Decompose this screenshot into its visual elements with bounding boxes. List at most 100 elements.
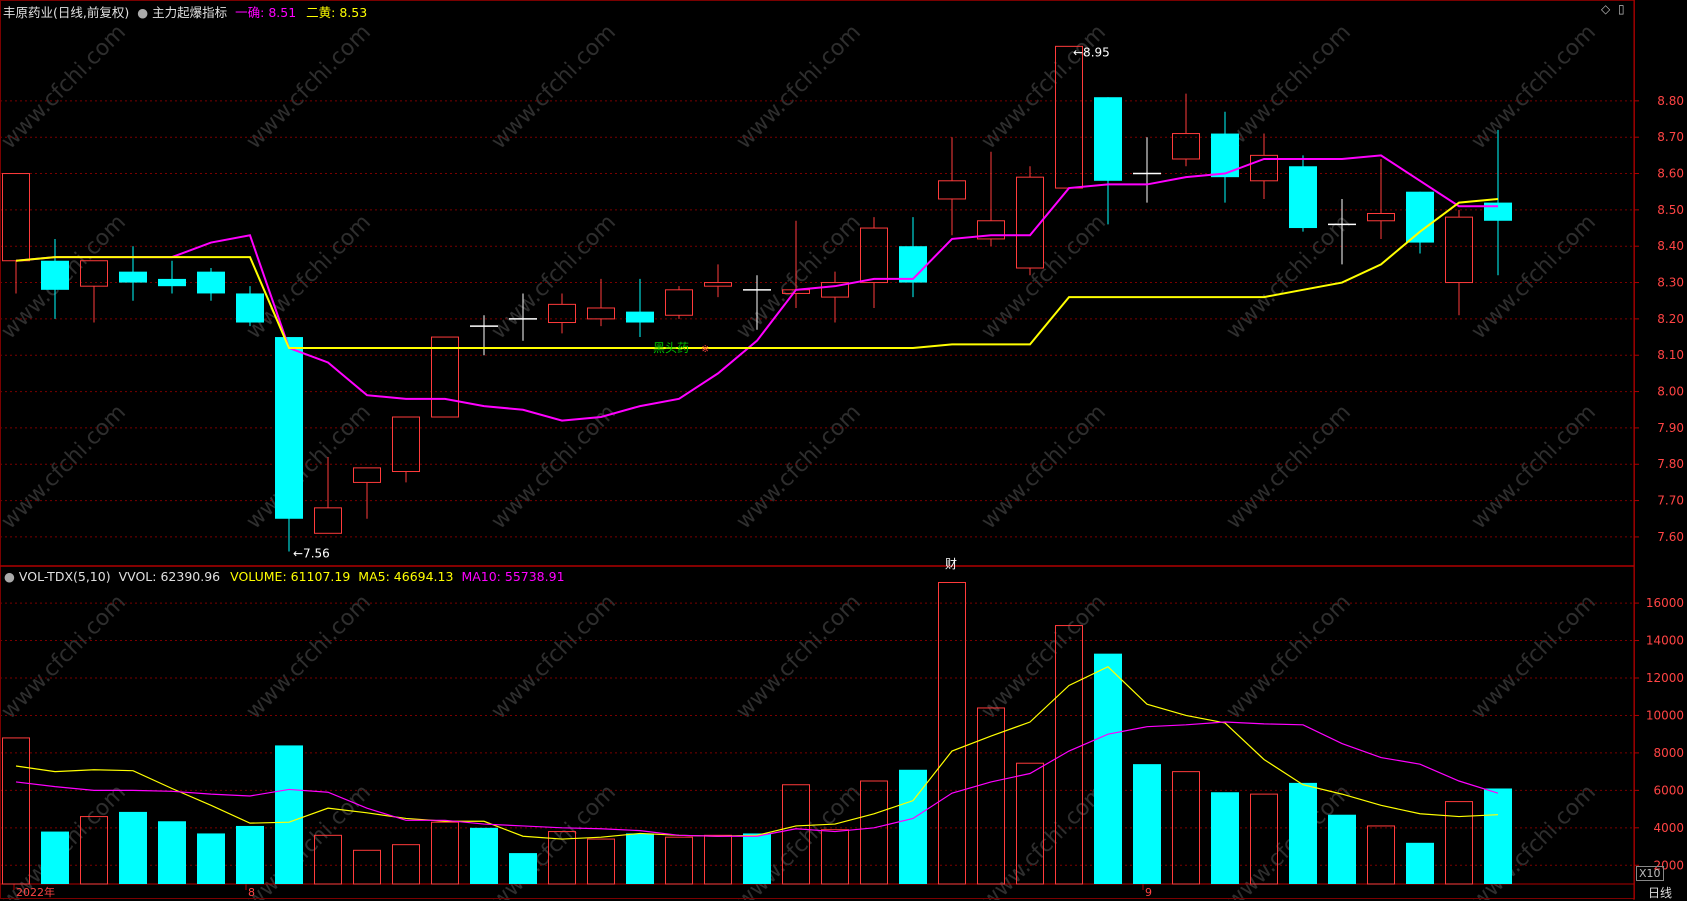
watermark-text: www.cfchi.com bbox=[242, 20, 376, 154]
candle bbox=[353, 467, 381, 519]
candle bbox=[665, 286, 693, 319]
candle bbox=[1445, 209, 1473, 316]
ma10-series bbox=[15, 721, 1499, 837]
candle bbox=[392, 416, 420, 483]
candle-body bbox=[1406, 191, 1434, 243]
candle bbox=[704, 264, 732, 298]
candle-body bbox=[236, 293, 264, 323]
line2-series bbox=[15, 197, 1499, 349]
price-axis: 8.80 8.70 8.60 8.50 8.40 8.30 8.20 8.10 8.00 7.90… bbox=[1634, 94, 1684, 544]
price-tick-label: 8.10 bbox=[1657, 348, 1684, 362]
candle bbox=[1367, 158, 1395, 239]
volume-bar bbox=[1094, 653, 1122, 884]
volume-bar bbox=[1172, 771, 1200, 885]
volume-tick-label: 16000 bbox=[1646, 596, 1684, 610]
watermark-text: www.cfchi.com bbox=[487, 780, 621, 900]
price-tick-label: 8.40 bbox=[1657, 239, 1684, 253]
candle bbox=[119, 246, 147, 301]
volume-indicator-name[interactable]: VOL-TDX(5,10) bbox=[18, 569, 111, 584]
candle-body bbox=[1016, 176, 1044, 269]
indicator-toggle-icon[interactable]: ● bbox=[137, 5, 149, 20]
volume-tick-label: 6000 bbox=[1653, 783, 1684, 797]
watermark-text: www.cfchi.com bbox=[1222, 590, 1356, 724]
volume-bar bbox=[1484, 788, 1512, 884]
multiplier-button[interactable]: X10 bbox=[1636, 866, 1664, 881]
candle-body bbox=[821, 282, 849, 298]
watermark-text: www.cfchi.com bbox=[732, 590, 866, 724]
watermark-text: www.cfchi.com bbox=[0, 400, 131, 534]
volume-label: VOLUME: bbox=[230, 569, 287, 584]
annotations: ←8.95 ←7.56 黑头药 ※ 财 bbox=[293, 45, 1110, 571]
volume-bar bbox=[860, 780, 888, 885]
watermark-text: www.cfchi.com bbox=[242, 590, 376, 724]
volume-value: 61107.19 bbox=[290, 569, 351, 584]
price-tick-label: 7.80 bbox=[1657, 457, 1684, 471]
ma10-value: 55738.91 bbox=[504, 569, 565, 584]
grid-lines bbox=[0, 100, 1634, 866]
candle-body bbox=[1445, 216, 1473, 284]
candle-body bbox=[80, 260, 108, 287]
volume-bar bbox=[1133, 764, 1161, 884]
candle bbox=[821, 271, 849, 323]
volume-bar bbox=[1406, 842, 1434, 884]
line2-value: 8.53 bbox=[339, 5, 368, 20]
date-tick-label: 8 bbox=[248, 886, 255, 899]
line1-label: 一确: bbox=[235, 5, 265, 20]
price-tick-label: 8.80 bbox=[1657, 94, 1684, 108]
volume-bar bbox=[431, 821, 459, 885]
candle bbox=[1406, 191, 1434, 254]
price-tick-label: 8.00 bbox=[1657, 385, 1684, 399]
candle-body bbox=[548, 303, 576, 324]
candle-body bbox=[2, 173, 30, 262]
volume-bar bbox=[1250, 793, 1278, 885]
candle bbox=[236, 286, 264, 327]
ma5-label: MA5: bbox=[358, 569, 390, 584]
volume-toggle-icon[interactable]: ● bbox=[4, 569, 15, 584]
candle bbox=[1016, 166, 1044, 276]
panel-toggle-icon[interactable]: ▯ bbox=[1618, 2, 1625, 16]
diamond-icon[interactable]: ◇ bbox=[1601, 2, 1611, 16]
line1-value: 8.51 bbox=[268, 5, 297, 20]
watermark-text: www.cfchi.com bbox=[242, 210, 376, 344]
watermark-text: www.cfchi.com bbox=[977, 20, 1111, 154]
volume-bar bbox=[977, 707, 1005, 885]
watermark-text: www.cfchi.com bbox=[977, 590, 1111, 724]
watermark-text: www.cfchi.com bbox=[487, 20, 621, 154]
volume-tick-label: 4000 bbox=[1653, 821, 1684, 835]
watermark-text: www.cfchi.com bbox=[242, 400, 376, 534]
volume-bar bbox=[1445, 801, 1473, 885]
ma5-value: 46694.13 bbox=[393, 569, 454, 584]
volume-bars bbox=[2, 581, 1512, 885]
stock-title[interactable]: 丰原药业(日线,前复权) bbox=[3, 5, 130, 20]
indicator-name[interactable]: 主力起爆指标 bbox=[152, 5, 228, 20]
candle-body bbox=[587, 307, 615, 320]
candle-body bbox=[704, 282, 732, 287]
volume-bar bbox=[626, 833, 654, 884]
date-tick-label: 9 bbox=[1145, 886, 1152, 899]
watermark-text: www.cfchi.com bbox=[487, 400, 621, 534]
chart-frame bbox=[0, 0, 1635, 900]
candle bbox=[587, 278, 615, 327]
volume-bar bbox=[704, 834, 732, 885]
candle bbox=[80, 260, 108, 323]
candle bbox=[938, 137, 966, 236]
volume-bar bbox=[1055, 625, 1083, 885]
volume-bar bbox=[899, 769, 927, 884]
volume-tick-label: 8000 bbox=[1653, 746, 1684, 760]
price-tick-label: 7.90 bbox=[1657, 421, 1684, 435]
price-tick-label: 8.70 bbox=[1657, 130, 1684, 144]
candles bbox=[2, 45, 1512, 552]
volume-bar bbox=[743, 833, 771, 884]
watermark-text: www.cfchi.com bbox=[1467, 400, 1601, 534]
candle bbox=[509, 293, 537, 341]
period-label[interactable]: 日线 bbox=[1648, 886, 1673, 900]
candle-body bbox=[1172, 133, 1200, 160]
candle bbox=[1094, 97, 1122, 225]
volume-bar bbox=[80, 816, 108, 885]
volume-bar bbox=[2, 737, 30, 885]
candle bbox=[431, 336, 459, 418]
indicator-lines bbox=[15, 154, 1499, 422]
line2-label: 二黄: bbox=[306, 5, 336, 20]
volume-bar bbox=[158, 821, 186, 884]
